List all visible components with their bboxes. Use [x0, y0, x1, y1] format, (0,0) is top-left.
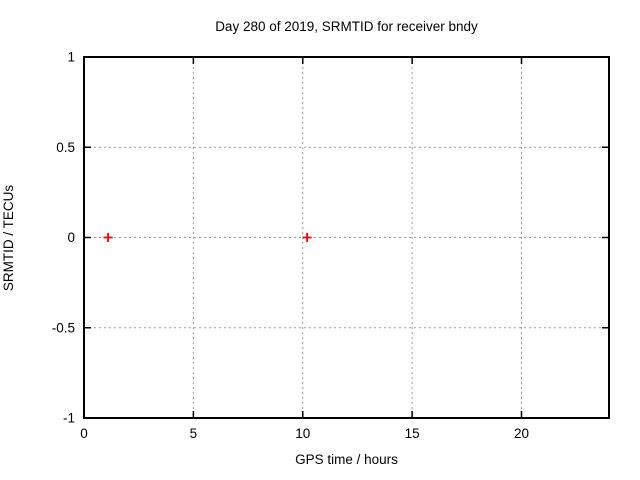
x-axis-label: GPS time / hours: [295, 452, 398, 467]
y-tick-label: -1: [63, 411, 75, 426]
data-point-marker: [103, 233, 113, 242]
x-tick-label: 5: [190, 426, 198, 441]
x-tick-label: 0: [80, 426, 88, 441]
y-tick-label: -0.5: [52, 320, 75, 335]
x-tick-label: 20: [514, 426, 529, 441]
chart-title: Day 280 of 2019, SRMTID for receiver bnd…: [215, 19, 478, 34]
y-tick-label: 1: [67, 50, 75, 65]
x-tick-label: 15: [405, 426, 420, 441]
y-tick-label: 0: [67, 230, 75, 245]
y-tick-label: 0.5: [56, 140, 75, 155]
x-tick-label: 10: [295, 426, 310, 441]
plot-border: [83, 56, 610, 419]
data-point-marker: [302, 233, 312, 242]
